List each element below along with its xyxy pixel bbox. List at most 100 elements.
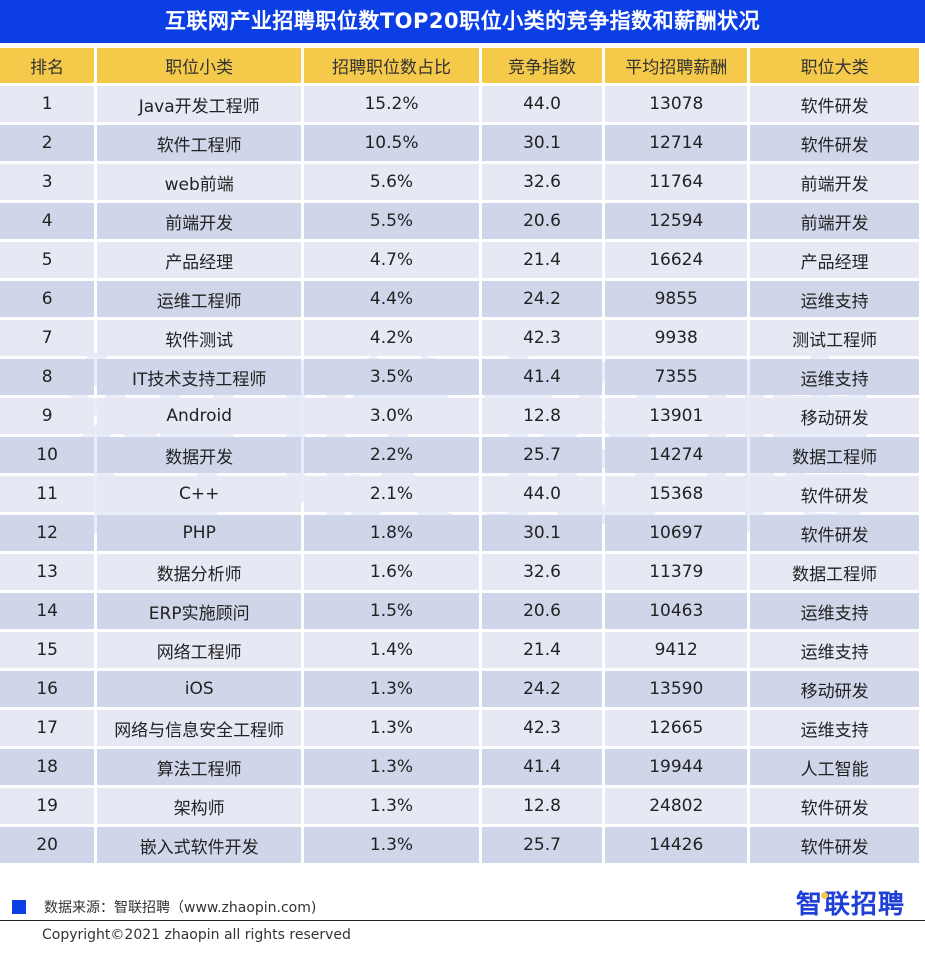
cell-share: 4.4% bbox=[304, 281, 479, 317]
cell-rank: 8 bbox=[0, 359, 95, 395]
cell-salary: 15368 bbox=[605, 476, 748, 512]
cell-subcategory: 网络与信息安全工程师 bbox=[97, 710, 302, 746]
cell-subcategory: 数据开发 bbox=[97, 437, 302, 473]
logo-text: 联招聘 bbox=[823, 890, 905, 920]
cell-rank: 7 bbox=[0, 320, 95, 356]
cell-salary: 9412 bbox=[605, 632, 748, 668]
cell-rank: 16 bbox=[0, 671, 95, 707]
cell-competition: 21.4 bbox=[481, 632, 603, 668]
cell-rank: 12 bbox=[0, 515, 95, 551]
cell-share: 2.1% bbox=[304, 476, 479, 512]
cell-category: 运维支持 bbox=[750, 281, 919, 317]
cell-share: 1.8% bbox=[304, 515, 479, 551]
cell-category: 运维支持 bbox=[750, 359, 919, 395]
table-row: 13 数据分析师 1.6% 32.6 11379 数据工程师 bbox=[0, 554, 919, 590]
cell-category: 软件研发 bbox=[750, 827, 919, 863]
cell-competition: 44.0 bbox=[481, 86, 603, 122]
table-row: 8 IT技术支持工程师 3.5% 41.4 7355 运维支持 bbox=[0, 359, 919, 395]
cell-salary: 10697 bbox=[605, 515, 748, 551]
table-row: 2 软件工程师 10.5% 30.1 12714 软件研发 bbox=[0, 125, 919, 161]
cell-competition: 32.6 bbox=[481, 164, 603, 200]
cell-category: 软件研发 bbox=[750, 788, 919, 824]
table-row: 4 前端开发 5.5% 20.6 12594 前端开发 bbox=[0, 203, 919, 239]
cell-subcategory: 软件测试 bbox=[97, 320, 302, 356]
cell-share: 3.5% bbox=[304, 359, 479, 395]
cell-competition: 42.3 bbox=[481, 320, 603, 356]
cell-salary: 10463 bbox=[605, 593, 748, 629]
ranking-table: 排名 职位小类 招聘职位数占比 竞争指数 平均招聘薪酬 职位大类 1 Java开发… bbox=[0, 45, 922, 866]
cell-category: 运维支持 bbox=[750, 710, 919, 746]
cell-salary: 11379 bbox=[605, 554, 748, 590]
cell-share: 4.7% bbox=[304, 242, 479, 278]
cell-category: 前端开发 bbox=[750, 164, 919, 200]
cell-rank: 5 bbox=[0, 242, 95, 278]
cell-share: 1.3% bbox=[304, 827, 479, 863]
cell-share: 1.4% bbox=[304, 632, 479, 668]
cell-category: 软件研发 bbox=[750, 125, 919, 161]
table-row: 16 iOS 1.3% 24.2 13590 移动研发 bbox=[0, 671, 919, 707]
page-title: 互联网产业招聘职位数TOP20职位小类的竞争指数和薪酬状况 bbox=[0, 0, 925, 43]
cell-competition: 20.6 bbox=[481, 593, 603, 629]
cell-category: 运维支持 bbox=[750, 593, 919, 629]
cell-subcategory: 算法工程师 bbox=[97, 749, 302, 785]
cell-category: 软件研发 bbox=[750, 476, 919, 512]
cell-subcategory: 产品经理 bbox=[97, 242, 302, 278]
cell-category: 数据工程师 bbox=[750, 437, 919, 473]
cell-salary: 12594 bbox=[605, 203, 748, 239]
cell-subcategory: IT技术支持工程师 bbox=[97, 359, 302, 395]
cell-subcategory: 软件工程师 bbox=[97, 125, 302, 161]
cell-competition: 24.2 bbox=[481, 281, 603, 317]
cell-share: 1.3% bbox=[304, 710, 479, 746]
cell-salary: 13590 bbox=[605, 671, 748, 707]
cell-category: 测试工程师 bbox=[750, 320, 919, 356]
table-row: 3 web前端 5.6% 32.6 11764 前端开发 bbox=[0, 164, 919, 200]
cell-salary: 9938 bbox=[605, 320, 748, 356]
cell-share: 15.2% bbox=[304, 86, 479, 122]
cell-subcategory: iOS bbox=[97, 671, 302, 707]
cell-salary: 24802 bbox=[605, 788, 748, 824]
cell-salary: 13078 bbox=[605, 86, 748, 122]
cell-competition: 20.6 bbox=[481, 203, 603, 239]
header-rank: 排名 bbox=[0, 48, 95, 83]
cell-subcategory: Android bbox=[97, 398, 302, 434]
cell-share: 1.3% bbox=[304, 671, 479, 707]
header-share: 招聘职位数占比 bbox=[304, 48, 479, 83]
cell-category: 软件研发 bbox=[750, 86, 919, 122]
table-row: 15 网络工程师 1.4% 21.4 9412 运维支持 bbox=[0, 632, 919, 668]
cell-competition: 32.6 bbox=[481, 554, 603, 590]
cell-salary: 12714 bbox=[605, 125, 748, 161]
cell-share: 1.6% bbox=[304, 554, 479, 590]
logo-dot-icon bbox=[820, 892, 828, 899]
cell-subcategory: PHP bbox=[97, 515, 302, 551]
cell-subcategory: 运维工程师 bbox=[97, 281, 302, 317]
cell-competition: 12.8 bbox=[481, 788, 603, 824]
cell-salary: 12665 bbox=[605, 710, 748, 746]
cell-competition: 21.4 bbox=[481, 242, 603, 278]
cell-rank: 18 bbox=[0, 749, 95, 785]
cell-share: 10.5% bbox=[304, 125, 479, 161]
cell-rank: 2 bbox=[0, 125, 95, 161]
cell-category: 移动研发 bbox=[750, 671, 919, 707]
cell-salary: 13901 bbox=[605, 398, 748, 434]
cell-competition: 41.4 bbox=[481, 749, 603, 785]
cell-rank: 1 bbox=[0, 86, 95, 122]
table-row: 11 C++ 2.1% 44.0 15368 软件研发 bbox=[0, 476, 919, 512]
cell-rank: 20 bbox=[0, 827, 95, 863]
cell-category: 软件研发 bbox=[750, 515, 919, 551]
header-subcategory: 职位小类 bbox=[97, 48, 302, 83]
cell-rank: 19 bbox=[0, 788, 95, 824]
cell-rank: 11 bbox=[0, 476, 95, 512]
cell-competition: 42.3 bbox=[481, 710, 603, 746]
cell-share: 2.2% bbox=[304, 437, 479, 473]
source-square-icon bbox=[12, 900, 26, 914]
cell-share: 5.5% bbox=[304, 203, 479, 239]
table-row: 19 架构师 1.3% 12.8 24802 软件研发 bbox=[0, 788, 919, 824]
cell-salary: 7355 bbox=[605, 359, 748, 395]
cell-competition: 24.2 bbox=[481, 671, 603, 707]
footer-divider bbox=[0, 920, 925, 921]
header-category: 职位大类 bbox=[750, 48, 919, 83]
cell-category: 人工智能 bbox=[750, 749, 919, 785]
table-row: 17 网络与信息安全工程师 1.3% 42.3 12665 运维支持 bbox=[0, 710, 919, 746]
cell-rank: 15 bbox=[0, 632, 95, 668]
cell-salary: 14426 bbox=[605, 827, 748, 863]
